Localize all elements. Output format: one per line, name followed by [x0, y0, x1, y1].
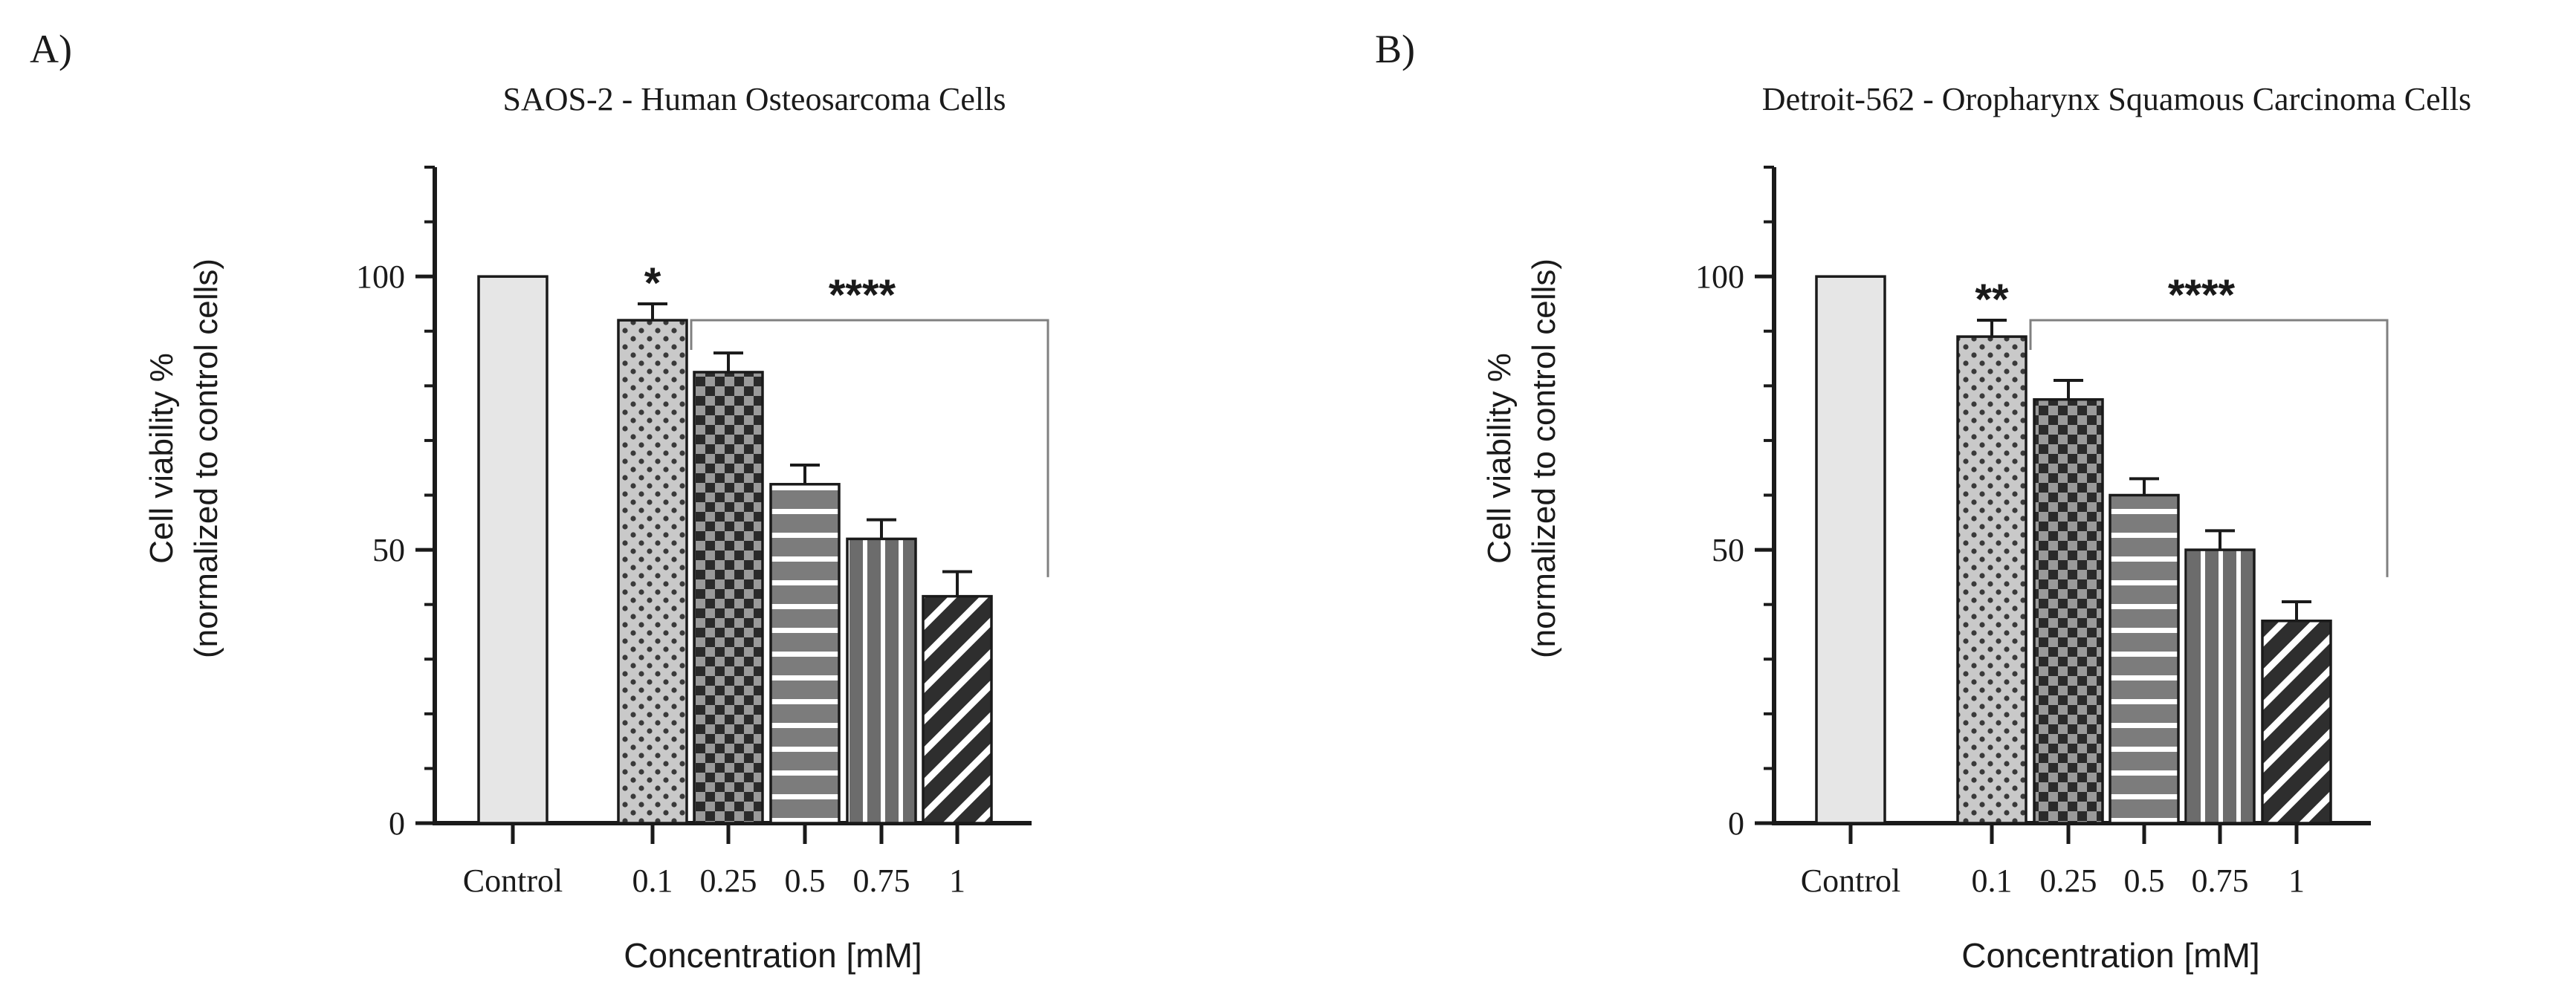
bar-0.75 — [2184, 548, 2256, 825]
x-tick-label: 0.5 — [785, 863, 826, 899]
bar-0.75 — [846, 537, 917, 825]
significance-bracket — [690, 319, 1049, 577]
x-axis-label: Concentration [mM] — [624, 936, 922, 975]
x-tick-label: 1 — [2288, 863, 2305, 899]
bar-Control — [1815, 275, 1886, 825]
chart-title: SAOS-2 - Human Osteosarcoma Cells — [502, 81, 1006, 117]
bar-0.1 — [1956, 335, 2028, 825]
y-tick-label: 0 — [389, 805, 405, 842]
x-tick-label: 0.1 — [1972, 863, 2013, 899]
x-tick-label: Control — [463, 863, 563, 899]
x-tick-label: 0.25 — [700, 863, 757, 899]
y-tick-label: 0 — [1728, 805, 1744, 842]
panel-a: A) SAOS-2 - Human Osteosarcoma Cells Cel… — [30, 27, 1049, 975]
y-axis-label-line2: (normalized to control cells) — [188, 259, 224, 658]
panel-label: A) — [30, 27, 72, 71]
x-tick-label: 0.75 — [2192, 863, 2249, 899]
x-tick-label: Control — [1801, 863, 1900, 899]
x-tick-label: 1 — [949, 863, 965, 899]
panel-b: B) Detroit-562 - Oropharynx Squamous Car… — [1375, 27, 2471, 975]
bar-0.1 — [617, 319, 688, 825]
chart-title: Detroit-562 - Oropharynx Squamous Carcin… — [1762, 81, 2471, 117]
bar-0.25 — [2033, 397, 2104, 825]
bar-0.5 — [2109, 493, 2180, 825]
y-tick-label: 50 — [1712, 532, 1744, 568]
x-tick-label: 0.75 — [853, 863, 910, 899]
x-tick-label: 0.25 — [2040, 863, 2097, 899]
bar-0.25 — [693, 371, 764, 825]
y-axis-label-line1: Cell viability % — [143, 353, 180, 564]
significance-marker: **** — [829, 271, 896, 319]
y-axis-label-line2: (normalized to control cells) — [1526, 259, 1562, 658]
significance-marker: ** — [1975, 276, 2009, 324]
x-axis-label: Concentration [mM] — [1961, 936, 2259, 975]
x-tick-label: 0.1 — [632, 863, 673, 899]
bar-0.5 — [769, 483, 841, 825]
y-tick-label: 50 — [372, 532, 405, 568]
bar-Control — [477, 275, 548, 825]
bar-1 — [2261, 619, 2332, 825]
significance-bracket — [2029, 319, 2389, 577]
bar-1 — [922, 594, 993, 825]
y-axis-label-line1: Cell viability % — [1481, 353, 1518, 564]
panel-label: B) — [1375, 27, 1415, 71]
y-tick-label: 100 — [356, 259, 405, 295]
significance-marker: * — [644, 259, 661, 308]
y-tick-label: 100 — [1695, 259, 1744, 295]
x-tick-label: 0.5 — [2124, 863, 2165, 899]
significance-marker: **** — [2168, 271, 2236, 319]
